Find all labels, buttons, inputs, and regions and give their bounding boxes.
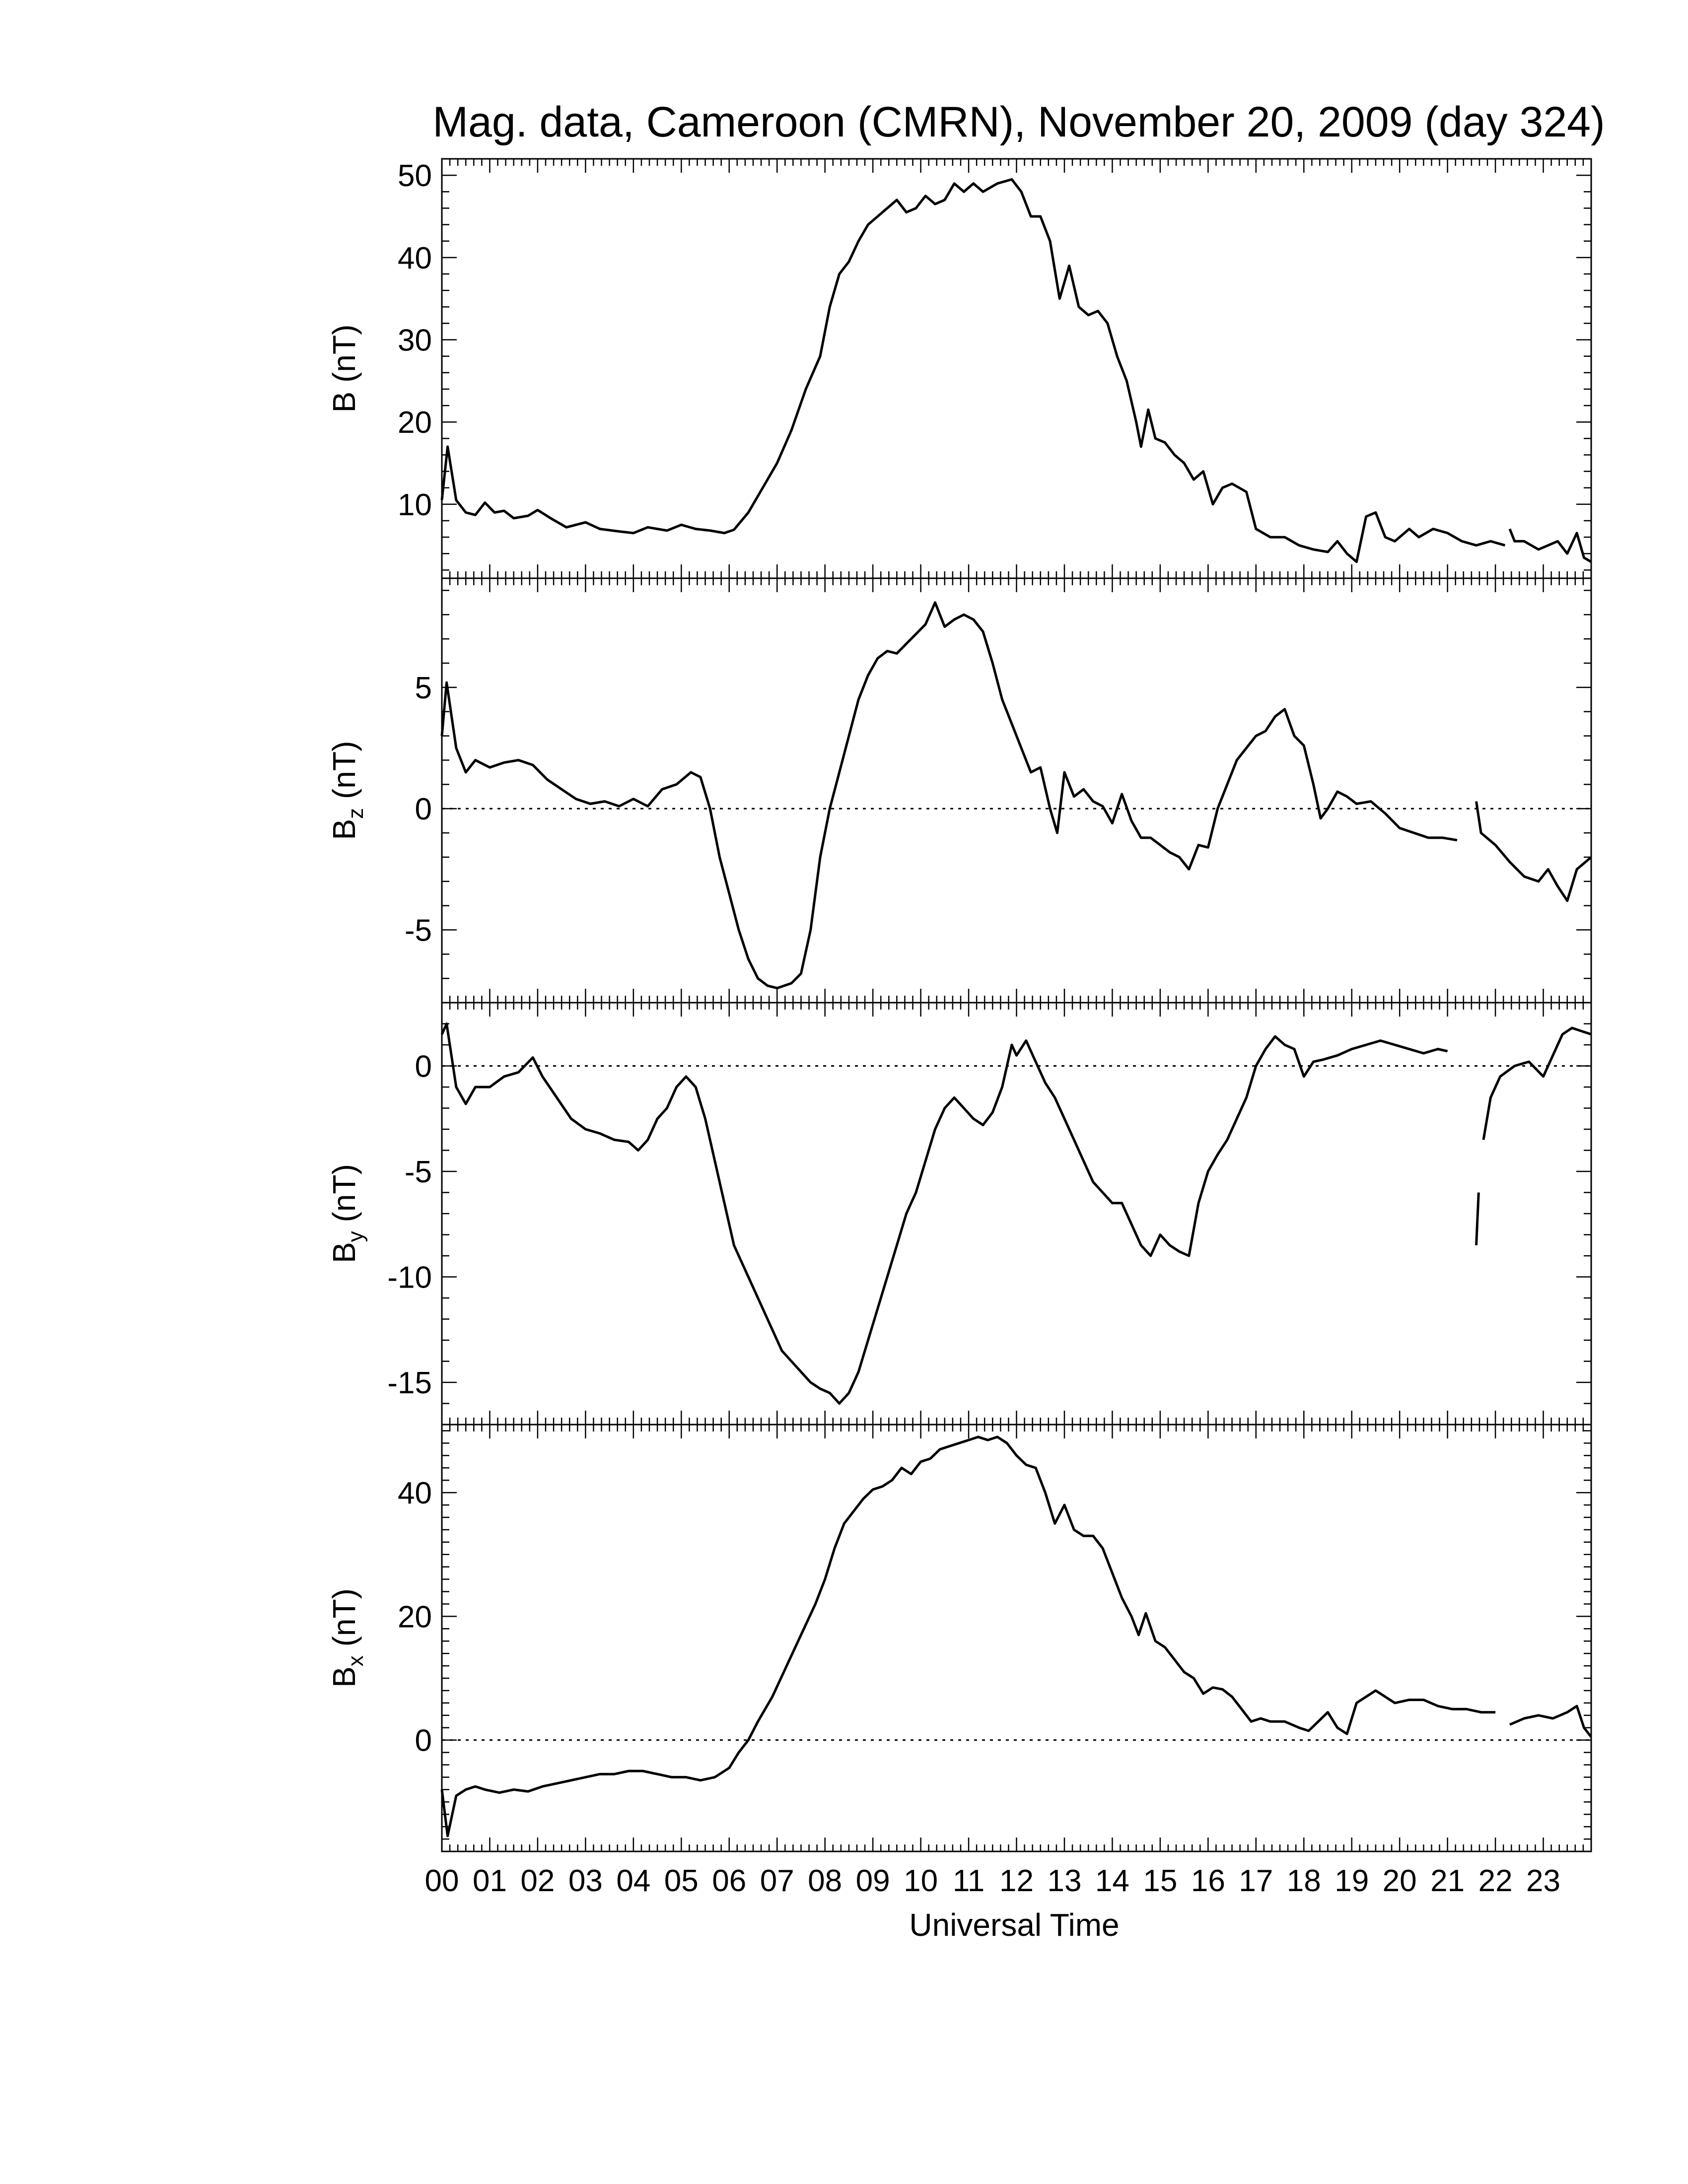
y-tick-label: -15 — [387, 1366, 432, 1400]
y-tick-label: 5 — [415, 671, 432, 705]
panel-frame — [441, 577, 1592, 1004]
panel-b: 10 20 30 40 50 B (nT) — [326, 158, 1592, 579]
x-axis-label: Universal Time — [909, 1907, 1119, 1943]
x-ticks — [441, 1425, 1592, 1851]
x-tick-label: 23 — [1526, 1864, 1560, 1898]
y-tick-label: 20 — [398, 1600, 432, 1634]
y-axis-label-bz: Bz (nT) — [326, 741, 368, 840]
chart-title: Mag. data, Cameroon (CMRN), November 20,… — [432, 98, 1605, 146]
x-tick-label: 08 — [808, 1864, 842, 1898]
x-tick-label: 17 — [1239, 1864, 1273, 1898]
x-tick-label: 14 — [1095, 1864, 1129, 1898]
x-tick-label: 00 — [425, 1864, 459, 1898]
x-tick-label: 21 — [1430, 1864, 1465, 1898]
chart-panels: 10 20 30 40 50 B (nT) -5 0 5 Bz (nT) -15 -10 -5 0 By (… — [326, 158, 1592, 1852]
x-tick-label: 11 — [953, 1864, 985, 1898]
x-tick-label: 13 — [1047, 1864, 1081, 1898]
x-tick-label: 18 — [1287, 1864, 1321, 1898]
y-tick-label: -10 — [387, 1261, 432, 1295]
x-tick-label: 22 — [1478, 1864, 1513, 1898]
x-tick-label: 03 — [568, 1864, 603, 1898]
y-tick-label: 10 — [398, 488, 432, 522]
y-tick-label: 30 — [398, 324, 432, 358]
y-axis-label-by: By (nT) — [326, 1164, 368, 1263]
y-ticks — [442, 590, 1591, 1004]
x-tick-label: 12 — [999, 1864, 1034, 1898]
y-tick-label: 0 — [415, 1050, 432, 1084]
y-tick-label: 20 — [398, 406, 432, 440]
y-tick-label: 40 — [398, 241, 432, 275]
panel-bx: 0 20 40 Bx (nT) — [326, 1424, 1592, 1852]
y-ticks — [442, 158, 1591, 571]
x-ticks — [441, 159, 1592, 578]
y-tick-label: 50 — [398, 159, 432, 193]
x-tick-label: 06 — [712, 1864, 746, 1898]
x-tick-labels: 00 01 02 03 04 05 06 07 08 09 10 11 12 13 14 15 16 17 18 19… — [425, 1864, 1561, 1898]
x-tick-label: 09 — [856, 1864, 890, 1898]
y-axis-label-b: B (nT) — [326, 325, 362, 413]
panel-frame — [441, 158, 1592, 579]
x-tick-label: 20 — [1383, 1864, 1417, 1898]
x-tick-label: 05 — [664, 1864, 699, 1898]
panel-bz: -5 0 5 Bz (nT) — [326, 577, 1592, 1004]
x-tick-label: 04 — [616, 1864, 650, 1898]
panel-frame — [441, 1424, 1592, 1852]
y-tick-label: 40 — [398, 1476, 432, 1510]
x-tick-label: 10 — [904, 1864, 938, 1898]
panel-by: -15 -10 -5 0 By (nT) — [326, 1002, 1592, 1426]
x-tick-label: 16 — [1191, 1864, 1225, 1898]
x-tick-label: 02 — [520, 1864, 555, 1898]
y-tick-label: 0 — [415, 792, 432, 826]
x-ticks — [441, 1003, 1592, 1425]
x-tick-label: 19 — [1335, 1864, 1369, 1898]
series-line-bz — [440, 601, 1592, 990]
y-tick-label: -5 — [405, 1155, 432, 1189]
x-tick-label: 01 — [473, 1864, 507, 1898]
series-line-b — [440, 178, 1592, 563]
series-line-by — [440, 1023, 1592, 1405]
y-ticks — [442, 1430, 1591, 1852]
y-axis-label-bx: Bx (nT) — [326, 1588, 368, 1688]
x-tick-label: 15 — [1143, 1864, 1177, 1898]
x-tick-label: 07 — [760, 1864, 794, 1898]
series-line-bx — [440, 1435, 1592, 1838]
y-tick-label: -5 — [405, 913, 432, 948]
y-tick-label: 0 — [415, 1724, 432, 1758]
x-ticks — [441, 578, 1592, 1003]
